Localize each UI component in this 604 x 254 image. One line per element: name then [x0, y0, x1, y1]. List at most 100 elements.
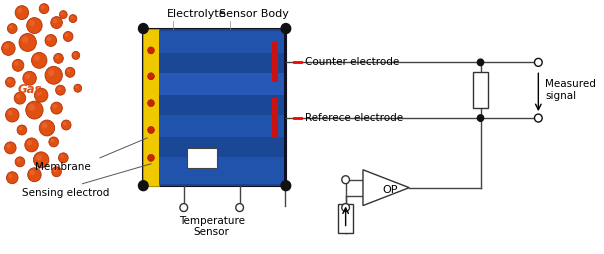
Circle shape — [69, 15, 77, 23]
Bar — [159, 95, 284, 115]
Circle shape — [8, 174, 13, 178]
Circle shape — [19, 34, 36, 51]
Circle shape — [5, 142, 16, 154]
Circle shape — [281, 181, 291, 191]
Bar — [159, 73, 284, 95]
Circle shape — [70, 16, 73, 19]
Circle shape — [65, 33, 68, 37]
Circle shape — [15, 6, 28, 20]
Circle shape — [74, 84, 82, 92]
Circle shape — [36, 154, 42, 161]
Circle shape — [34, 88, 48, 102]
Circle shape — [25, 138, 38, 152]
Circle shape — [147, 100, 155, 107]
Circle shape — [23, 71, 36, 85]
Circle shape — [62, 120, 71, 130]
Circle shape — [51, 102, 62, 114]
Bar — [473, 72, 488, 108]
Circle shape — [55, 55, 59, 59]
Circle shape — [16, 94, 21, 99]
Text: Counter electrode: Counter electrode — [305, 57, 399, 67]
Circle shape — [56, 85, 65, 95]
Circle shape — [63, 122, 66, 125]
Bar — [159, 115, 284, 137]
Circle shape — [14, 61, 19, 66]
Circle shape — [33, 152, 49, 168]
Circle shape — [15, 157, 25, 167]
Circle shape — [45, 35, 57, 46]
Circle shape — [17, 158, 21, 162]
Bar — [338, 203, 353, 233]
Circle shape — [52, 167, 62, 177]
Circle shape — [236, 203, 243, 212]
Circle shape — [73, 53, 76, 56]
Circle shape — [63, 31, 73, 41]
Circle shape — [30, 170, 35, 175]
Polygon shape — [363, 170, 410, 205]
Circle shape — [42, 123, 48, 129]
Text: Gas: Gas — [18, 83, 42, 96]
Circle shape — [25, 74, 30, 79]
Circle shape — [7, 144, 11, 148]
Circle shape — [138, 24, 148, 34]
Bar — [159, 28, 284, 53]
Circle shape — [29, 20, 35, 26]
Bar — [143, 28, 286, 186]
Bar — [159, 30, 284, 184]
Circle shape — [45, 66, 62, 84]
Bar — [187, 148, 217, 168]
Circle shape — [147, 154, 155, 161]
Circle shape — [281, 24, 291, 34]
Circle shape — [47, 36, 51, 41]
Circle shape — [477, 114, 484, 122]
Circle shape — [53, 19, 57, 23]
Circle shape — [342, 176, 350, 184]
Circle shape — [75, 86, 78, 89]
Circle shape — [28, 168, 41, 182]
Circle shape — [147, 126, 155, 133]
Circle shape — [34, 55, 40, 61]
Circle shape — [477, 58, 484, 66]
Text: Membrane: Membrane — [36, 162, 91, 172]
Circle shape — [138, 181, 148, 191]
Circle shape — [27, 18, 42, 34]
Text: Electrolyte: Electrolyte — [167, 9, 226, 19]
Circle shape — [57, 87, 61, 91]
Circle shape — [28, 104, 35, 111]
Circle shape — [72, 51, 80, 59]
Circle shape — [60, 12, 63, 15]
Text: Measured
signal: Measured signal — [545, 80, 596, 101]
Text: Temperature
Sensor: Temperature Sensor — [179, 215, 245, 237]
Circle shape — [19, 126, 22, 130]
Circle shape — [49, 137, 59, 147]
Circle shape — [59, 11, 67, 19]
Circle shape — [27, 140, 32, 146]
Circle shape — [59, 153, 68, 163]
Circle shape — [53, 168, 57, 172]
Circle shape — [60, 154, 63, 158]
Circle shape — [41, 5, 45, 9]
Circle shape — [12, 59, 24, 71]
Bar — [143, 28, 159, 186]
Circle shape — [535, 114, 542, 122]
Circle shape — [37, 90, 42, 96]
Circle shape — [342, 203, 350, 212]
Circle shape — [147, 47, 155, 54]
Text: Sensor Body: Sensor Body — [219, 9, 289, 19]
Bar — [272, 42, 278, 82]
Circle shape — [8, 110, 13, 116]
Circle shape — [180, 203, 188, 212]
Text: Referece electrode: Referece electrode — [305, 113, 403, 123]
Circle shape — [65, 67, 75, 77]
Circle shape — [5, 77, 15, 87]
Circle shape — [2, 41, 15, 55]
Circle shape — [54, 53, 63, 63]
Circle shape — [5, 108, 19, 122]
Circle shape — [17, 125, 27, 135]
Circle shape — [18, 8, 22, 13]
Circle shape — [53, 104, 57, 108]
Bar — [159, 137, 284, 157]
Bar — [272, 98, 278, 138]
Circle shape — [39, 120, 54, 136]
Circle shape — [51, 17, 62, 28]
